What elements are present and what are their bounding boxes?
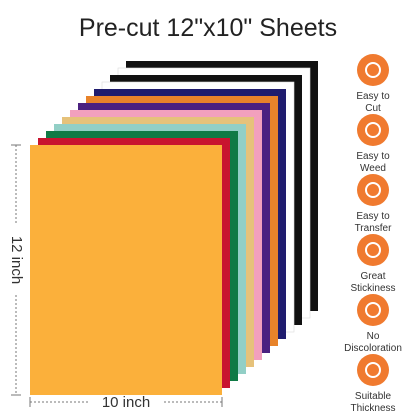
feature-icon-glyph [365, 362, 381, 378]
feature-label: Discoloration [344, 343, 402, 354]
feature-icon-glyph [365, 302, 381, 318]
title: Pre-cut 12"x10" Sheets [79, 14, 337, 42]
feature-label: Great [360, 271, 385, 282]
feature-icon-glyph [365, 242, 381, 258]
feature-label: Thickness [350, 403, 395, 414]
feature-icon [357, 54, 389, 86]
feature-icon-glyph [365, 122, 381, 138]
feature-icon [357, 294, 389, 326]
sheet-stack [30, 61, 318, 395]
width-label: 10 inch [102, 394, 150, 411]
feature-label: Suitable [355, 391, 392, 402]
feature-icon [357, 114, 389, 146]
feature-label: Weed [360, 163, 386, 174]
feature-label: Transfer [355, 223, 393, 234]
feature-icon [357, 354, 389, 386]
feature-label: Easy to [356, 151, 390, 162]
feature-label: Easy to [356, 211, 390, 222]
feature-label: Easy to [356, 91, 390, 102]
sheet [30, 145, 222, 395]
feature-icon-glyph [365, 182, 381, 198]
feature-icon-glyph [365, 62, 381, 78]
height-label: 12 inch [8, 236, 25, 284]
feature-icon [357, 234, 389, 266]
feature-label: No [367, 331, 380, 342]
feature-label: Stickiness [350, 283, 395, 294]
feature-icon [357, 174, 389, 206]
feature-label: Cut [365, 103, 381, 114]
